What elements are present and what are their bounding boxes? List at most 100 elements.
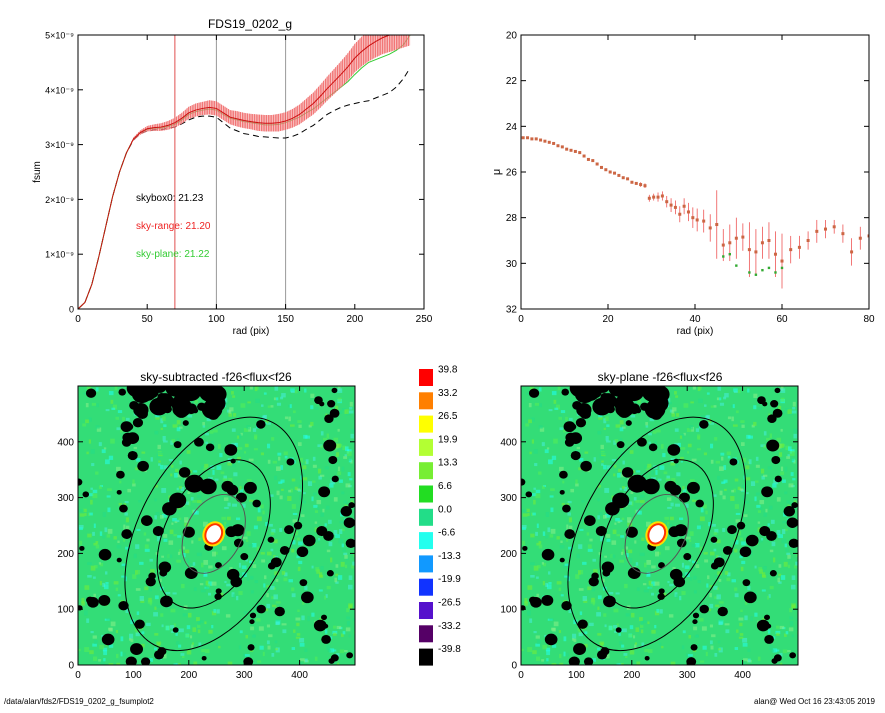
sky-noise: [148, 588, 152, 592]
sky-noise: [236, 595, 239, 601]
sky-noise: [268, 523, 273, 527]
sky-noise: [532, 650, 537, 655]
sky-noise: [651, 477, 656, 480]
sky-noise: [740, 420, 745, 424]
sky-noise: [344, 454, 347, 457]
sky-noise: [576, 553, 580, 559]
sky-noise: [190, 563, 195, 569]
sky-noise: [240, 432, 243, 436]
sky-noise: [102, 663, 106, 665]
masked-source: [764, 634, 774, 644]
sky-noise: [765, 508, 768, 513]
sky-noise: [562, 565, 568, 569]
sky-noise: [597, 647, 600, 651]
sky-noise: [538, 425, 543, 429]
sky-noise: [327, 519, 332, 524]
sky-noise: [571, 638, 575, 641]
sky-noise: [168, 458, 173, 462]
sky-noise: [640, 629, 644, 634]
sky-noise: [342, 631, 346, 635]
sky-noise: [626, 535, 631, 539]
sky-noise: [273, 539, 278, 544]
sky-noise: [618, 468, 622, 473]
sky-noise: [237, 447, 243, 450]
sky-noise: [719, 402, 725, 406]
sky-noise: [132, 483, 136, 487]
sky-noise: [586, 532, 590, 536]
sky-noise: [314, 510, 318, 513]
sky-noise: [160, 613, 164, 617]
sky-noise: [770, 519, 775, 524]
sky-noise: [531, 493, 537, 497]
sky-noise: [203, 521, 208, 527]
sky-noise: [640, 620, 644, 626]
sky-noise: [757, 656, 761, 661]
sky-noise: [698, 604, 702, 610]
sky-noise: [560, 594, 564, 597]
sky-noise: [608, 591, 614, 595]
sky-noise: [740, 537, 743, 541]
sky-noise: [220, 471, 225, 475]
sky-noise: [554, 407, 559, 410]
sky-noise: [713, 531, 718, 536]
sky-noise: [301, 615, 305, 621]
sky-noise: [221, 516, 226, 520]
image-4-ytick-label: 200: [500, 549, 517, 560]
sky-noise: [680, 433, 685, 439]
image-4-xtick-label: 200: [623, 670, 640, 681]
sky-noise: [160, 427, 163, 430]
sky-noise: [110, 438, 115, 444]
sky-noise: [171, 522, 174, 525]
sky-noise: [551, 391, 557, 396]
profile-point: [560, 145, 564, 149]
sky-noise: [139, 561, 144, 565]
sky-noise: [346, 558, 349, 561]
sky-noise: [197, 624, 201, 628]
sky-noise: [177, 535, 182, 538]
sky-noise: [597, 595, 602, 600]
sky-noise: [130, 638, 134, 643]
sky-noise: [792, 401, 796, 407]
sky-noise: [697, 436, 701, 440]
sky-noise: [106, 534, 111, 538]
sky-noise: [660, 444, 664, 449]
sky-noise: [192, 499, 197, 503]
sky-noise: [787, 454, 790, 457]
sky-noise: [93, 542, 98, 546]
sky-noise: [292, 512, 298, 516]
sky-noise: [553, 399, 557, 404]
sky-noise: [700, 507, 704, 513]
sky-noise: [614, 630, 617, 633]
sky-noise: [768, 505, 773, 510]
sky-noise: [281, 393, 286, 398]
masked-source: [152, 526, 164, 537]
masked-source: [541, 548, 555, 561]
sky-noise: [531, 439, 535, 444]
sky-noise: [629, 650, 635, 655]
sky-noise: [133, 553, 137, 559]
sky-noise: [688, 634, 692, 639]
image-3-ytick-label: 400: [57, 437, 74, 448]
sky-noise: [191, 644, 194, 650]
sky-noise: [527, 585, 533, 590]
sky-noise: [86, 386, 92, 390]
masked-source: [564, 529, 576, 539]
sky-noise: [100, 660, 105, 664]
sky-noise: [330, 479, 336, 485]
sky-noise: [581, 500, 585, 503]
sky-noise: [83, 392, 89, 395]
sky-noise: [111, 407, 116, 410]
profile-point: [530, 137, 534, 141]
profile-point: [669, 203, 673, 207]
masked-source: [184, 474, 205, 493]
sky-noise: [304, 388, 307, 393]
sky-noise: [675, 594, 679, 598]
sky-noise: [761, 475, 765, 480]
sky-noise: [549, 534, 554, 538]
sky-noise: [670, 502, 674, 507]
sky-noise: [317, 507, 320, 510]
sky-noise: [299, 495, 304, 501]
sky-noise: [643, 589, 649, 593]
sky-noise: [177, 551, 181, 556]
masked-source: [79, 545, 85, 551]
